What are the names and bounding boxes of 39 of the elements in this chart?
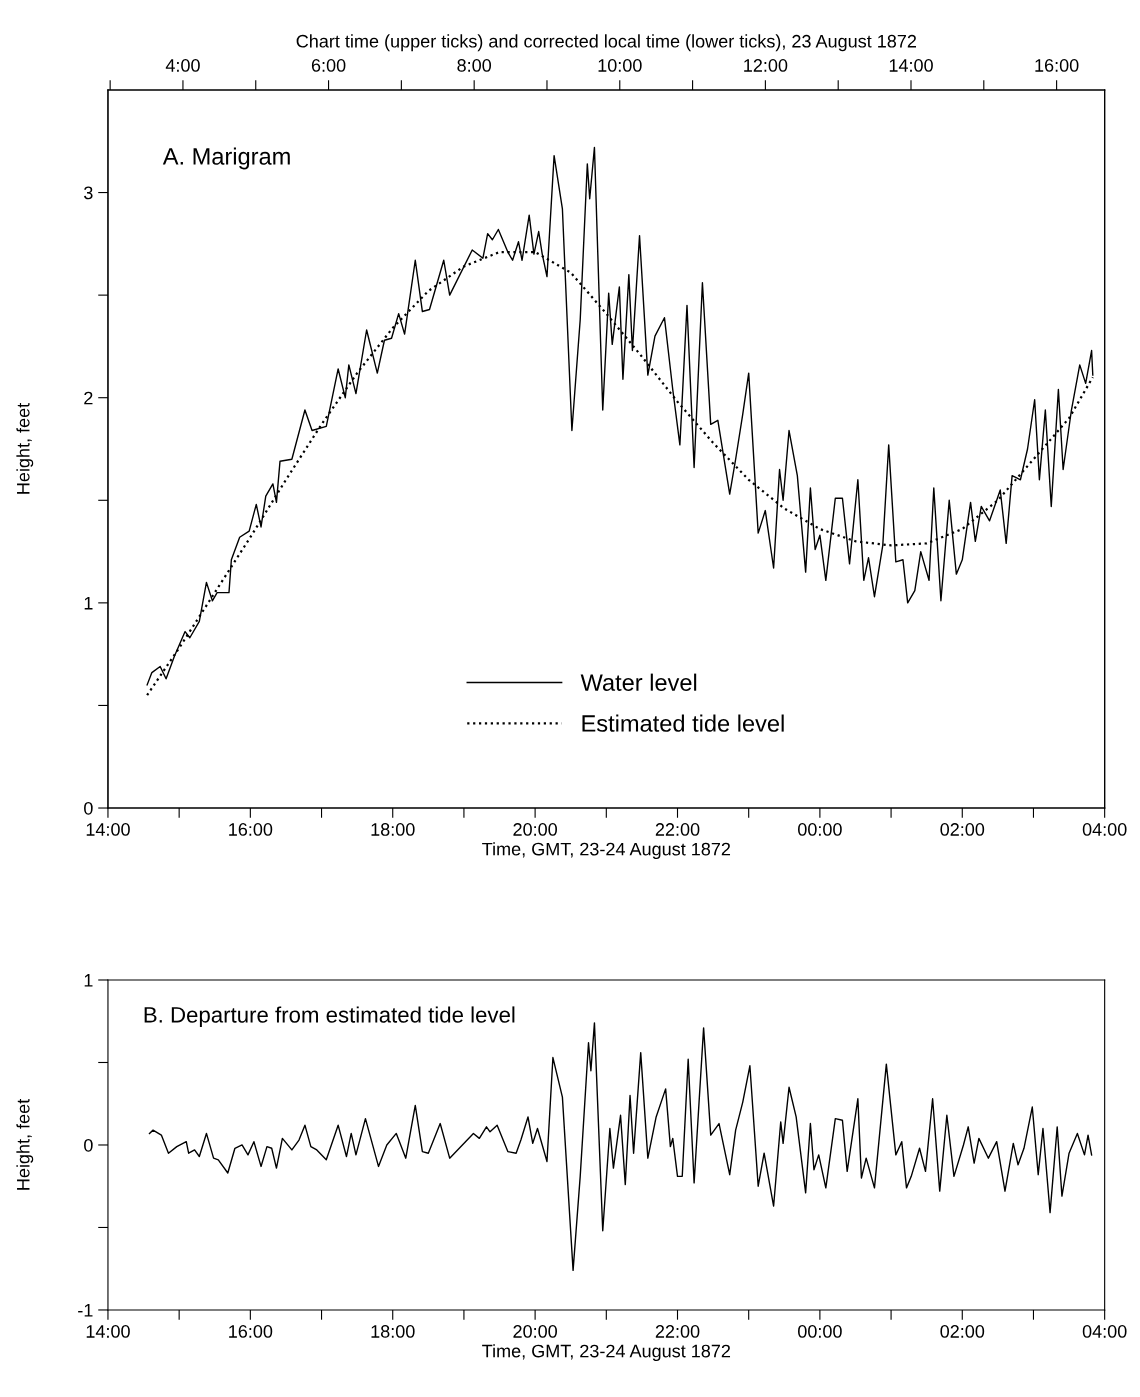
x2-tick-label: 14:00 (889, 59, 933, 72)
legend-label: Water level (580, 673, 697, 691)
x-tick-label: 16:00 (229, 1325, 273, 1338)
y-tick-label: -1 (78, 1304, 93, 1317)
x-tick-label: 02:00 (940, 823, 985, 836)
legend-label: Estimated tide level (582, 714, 784, 732)
x-tick-label: 04:00 (1082, 823, 1127, 836)
y-axis-title: Height, feet (16, 1098, 34, 1190)
x-tick-label: 02:00 (940, 1325, 985, 1338)
x-tick-label: 22:00 (655, 823, 700, 836)
x-tick-label: 00:00 (798, 1325, 842, 1338)
x-tick-label: 16:00 (229, 823, 273, 836)
x-tick-label: 14:00 (86, 1325, 130, 1338)
annotation: B. Departure from estimated tide level (144, 1006, 515, 1028)
x2-tick-label: 10:00 (598, 59, 642, 72)
x2-tick-label: 6:00 (311, 59, 346, 72)
x2-axis-title: Chart time (upper ticks) and corrected local time (lower ticks), 23 August 1872 (296, 34, 917, 52)
y-tick-label: 0 (84, 801, 93, 815)
y-tick-label: 1 (84, 974, 93, 987)
x2-tick-label: 8:00 (457, 59, 492, 72)
annotation: A. Marigram (162, 147, 290, 170)
x2-tick-label: 4:00 (165, 59, 200, 72)
x-axis-title: Time, GMT, 23-24 August 1872 (482, 842, 731, 860)
y-axis-title: Height, feet (16, 402, 34, 494)
x-axis-title: Time, GMT, 23-24 August 1872 (482, 1344, 731, 1361)
x-tick-label: 04:00 (1082, 1325, 1127, 1338)
y-tick-label: 2 (84, 391, 93, 405)
x2-tick-label: 12:00 (744, 59, 788, 72)
x-tick-label: 00:00 (798, 823, 842, 836)
x-tick-label: 18:00 (371, 1325, 415, 1338)
x-tick-label: 20:00 (513, 823, 557, 836)
y-tick-label: 1 (84, 596, 93, 610)
y-tick-label: 0 (84, 1138, 93, 1152)
x-tick-label: 14:00 (86, 823, 130, 836)
x-tick-label: 20:00 (513, 1325, 557, 1338)
x2-tick-label: 16:00 (1035, 59, 1079, 72)
x-tick-label: 18:00 (371, 823, 415, 836)
x-tick-label: 22:00 (655, 1325, 700, 1338)
y-tick-label: 3 (84, 186, 93, 200)
